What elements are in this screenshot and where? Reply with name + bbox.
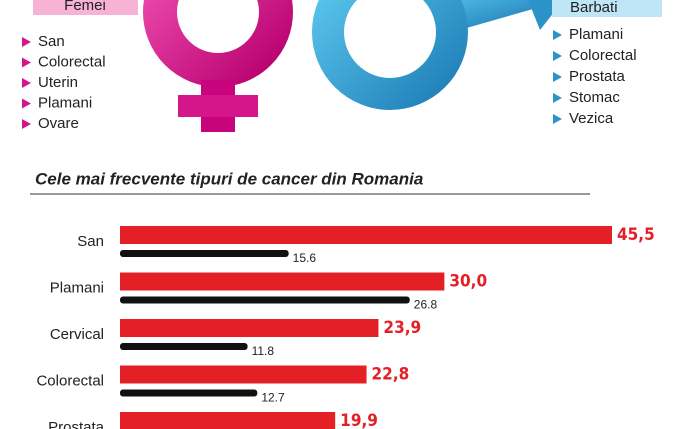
value-label: 11.8: [252, 344, 275, 358]
list-item: San: [38, 33, 65, 50]
category-label: Cervical: [50, 326, 104, 343]
category-label: Prostata: [48, 419, 105, 429]
bar: [120, 272, 445, 291]
bullet: [22, 37, 31, 47]
category-label: Colorectal: [36, 372, 104, 389]
bar: [120, 412, 336, 429]
value-label: 26.8: [414, 298, 438, 312]
bullet: [553, 114, 562, 124]
bullet: [22, 98, 31, 109]
list-item: Colorectal: [569, 47, 637, 64]
value-label: 30,0: [449, 272, 487, 292]
bar: [120, 296, 410, 304]
bar: [120, 365, 367, 384]
bar: [120, 226, 612, 244]
value-label: 45,5: [617, 225, 655, 245]
value-label: 23,9: [383, 318, 421, 338]
list-item: Colorectal: [38, 53, 106, 70]
bullet: [553, 51, 562, 61]
bullet: [22, 78, 31, 88]
value-label: 19,9: [340, 411, 378, 429]
list-item: Ovare: [38, 115, 79, 132]
list-item: Stomac: [569, 89, 620, 106]
value-label: 15.6: [293, 251, 317, 265]
bullet: [22, 57, 31, 68]
bar: [120, 389, 258, 397]
list-item: Plamani: [569, 26, 623, 43]
male-symbol: [312, 0, 564, 110]
bullet: [553, 93, 562, 103]
list-item: Uterin: [38, 74, 78, 91]
female-label-box: [33, 0, 138, 15]
bullet: [553, 72, 562, 82]
bar: [120, 343, 248, 350]
category-label: Plamani: [50, 279, 104, 296]
value-label: 12.7: [261, 391, 285, 405]
value-label: 22,8: [372, 365, 410, 385]
male-label-box: [552, 0, 662, 17]
bar: [120, 250, 289, 257]
list-item: Vezica: [569, 110, 614, 127]
bar: [120, 319, 379, 337]
female-label: Femei: [64, 0, 106, 14]
list-item: Prostata: [569, 68, 626, 85]
category-label: San: [77, 233, 104, 250]
list-item: Plamani: [38, 94, 92, 111]
chart-title: Cele mai frecvente tipuri de cancer din …: [35, 169, 423, 188]
bullet: [22, 119, 31, 129]
bullet: [553, 30, 562, 40]
male-label: Barbati: [570, 0, 618, 16]
female-symbol: [143, 0, 293, 132]
